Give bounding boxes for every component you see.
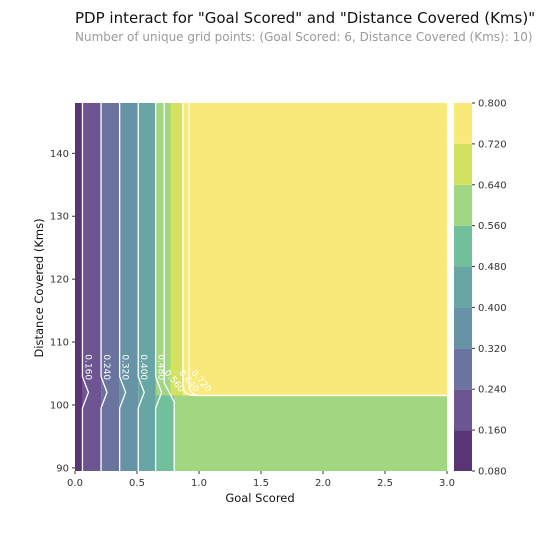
colorbar-segment-4 xyxy=(454,266,472,308)
contour-band-6 xyxy=(174,395,447,471)
contour-line-2 xyxy=(118,103,127,471)
y-tick-label: 90 xyxy=(56,463,69,474)
x-tick-label: 0.0 xyxy=(67,478,83,489)
colorbar-tick-label: 0.080 xyxy=(478,467,507,478)
x-axis: 0.0 0.5 1.0 1.5 2.0 2.5 3.0 xyxy=(67,471,455,489)
colorbar-tick-label: 0.160 xyxy=(478,426,507,437)
colorbar-segment-1 xyxy=(454,389,472,431)
contour-line-0 xyxy=(81,103,90,471)
colorbar-tick-label: 0.240 xyxy=(478,385,507,396)
contour-label-4: 0.480 xyxy=(156,354,166,380)
contour-band-3 xyxy=(119,103,139,471)
contour-line-6 xyxy=(182,103,447,397)
contour-line-3 xyxy=(137,103,145,471)
colorbar-tick-label: 0.400 xyxy=(478,303,507,314)
colorbar-tick-label: 0.480 xyxy=(478,262,507,273)
x-tick-label: 3.0 xyxy=(439,478,455,489)
contour-band-1 xyxy=(82,103,102,471)
contour-band-2 xyxy=(101,103,120,471)
x-tick-label: 2.0 xyxy=(315,478,331,489)
x-axis-label: Goal Scored xyxy=(225,491,294,505)
colorbar-segment-7 xyxy=(454,143,472,185)
contour-band-0 xyxy=(75,103,83,471)
colorbar-tick-label: 0.640 xyxy=(478,180,507,191)
y-tick-label: 100 xyxy=(50,400,69,411)
contour-line-5 xyxy=(163,103,175,471)
colorbar-segment-8 xyxy=(454,103,472,144)
contour-line-7 xyxy=(188,103,447,397)
contour-band-9 xyxy=(182,103,447,396)
plot-area xyxy=(75,103,447,471)
y-axis: 90 100 110 120 130 140 xyxy=(50,149,75,474)
colorbar-tick-label: 0.720 xyxy=(478,139,507,150)
contour-line-1 xyxy=(100,103,108,471)
colorbar-segment-6 xyxy=(454,184,472,226)
x-tick-label: 2.5 xyxy=(377,478,393,489)
chart-subtitle: Number of unique grid points: (Goal Scor… xyxy=(75,30,533,44)
contour-band-7 xyxy=(155,103,171,396)
colorbar-segment-3 xyxy=(454,307,472,349)
colorbar-segment-0 xyxy=(454,430,472,471)
y-axis-label: Distance Covered (Kms) xyxy=(32,218,46,357)
colorbar-tick-label: 0.800 xyxy=(478,99,507,110)
y-tick-label: 140 xyxy=(50,149,69,160)
colorbar-tick-label: 0.560 xyxy=(478,221,507,232)
contour-label-0: 0.160 xyxy=(82,354,92,380)
x-tick-label: 1.0 xyxy=(191,478,207,489)
colorbar: 0.080 0.160 0.240 0.320 0.400 0.480 0.560 0.640… xyxy=(454,99,507,478)
x-tick-label: 0.5 xyxy=(129,478,145,489)
chart-title: PDP interact for "Goal Scored" and "Dist… xyxy=(75,9,536,27)
contour-label-2: 0.320 xyxy=(120,354,130,380)
x-tick-label: 1.5 xyxy=(253,478,269,489)
y-tick-label: 130 xyxy=(50,212,69,223)
contour-label-1: 0.240 xyxy=(101,354,111,380)
contour-band-4 xyxy=(138,103,156,471)
contour-line-4 xyxy=(154,103,163,471)
colorbar-segment-5 xyxy=(454,225,472,267)
colorbar-tick-label: 0.320 xyxy=(478,344,507,355)
y-tick-label: 120 xyxy=(50,275,69,286)
contour-label-3: 0.400 xyxy=(138,354,148,380)
colorbar-segment-2 xyxy=(454,348,472,390)
y-tick-label: 110 xyxy=(50,338,69,349)
contour-band-8 xyxy=(170,103,183,396)
